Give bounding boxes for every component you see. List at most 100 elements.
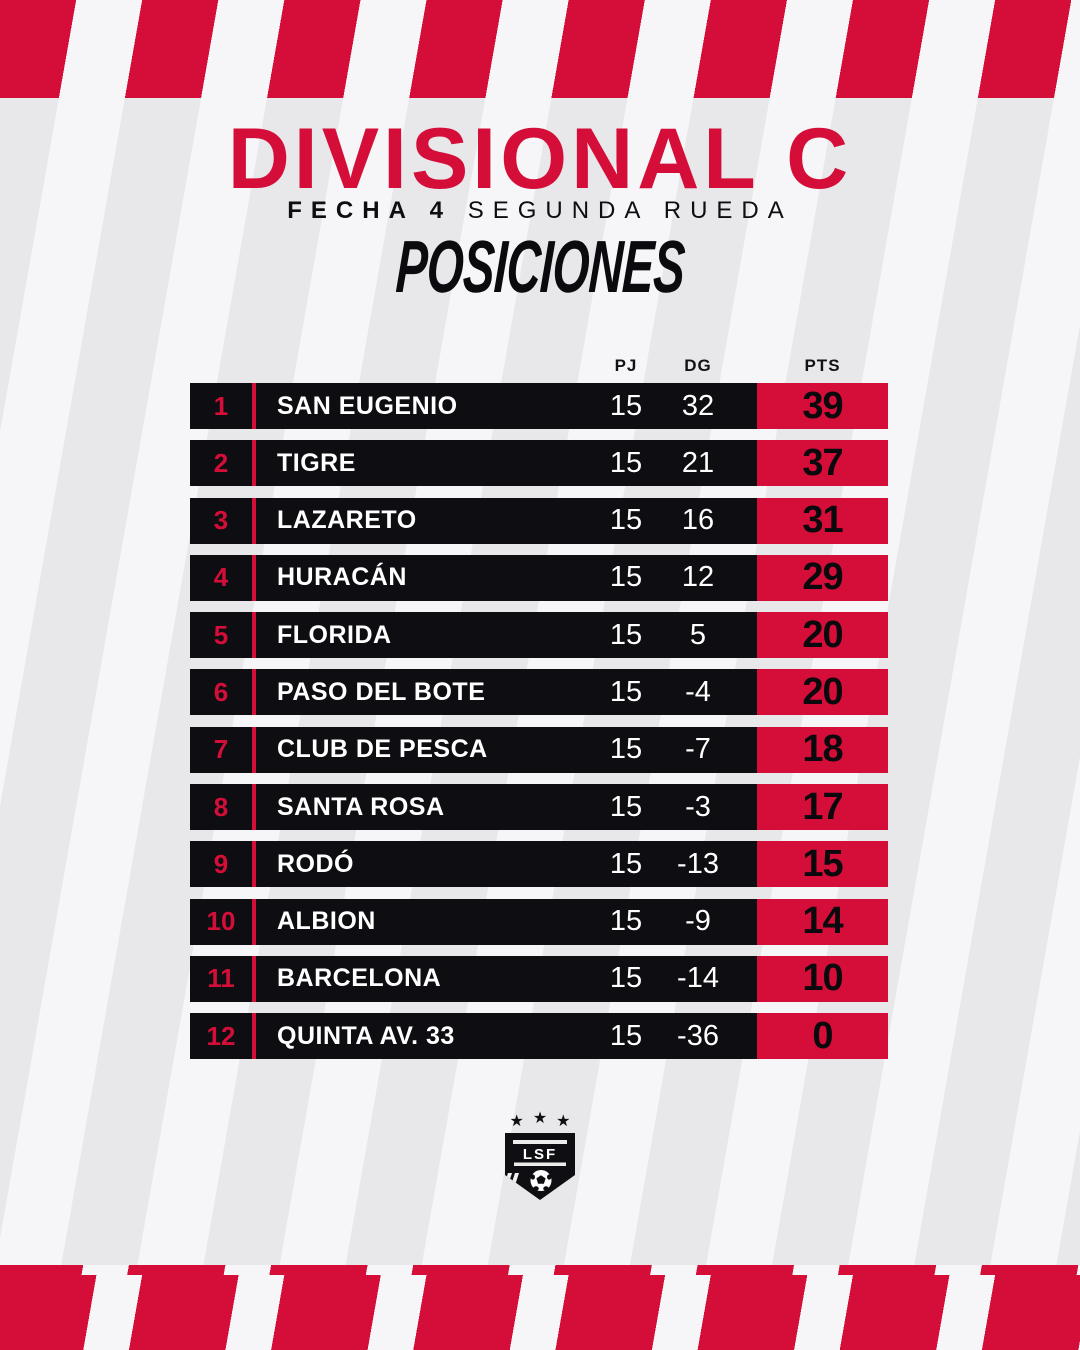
dg-value: -9: [685, 905, 711, 938]
subtitle-rueda: SEGUNDA RUEDA: [452, 197, 793, 224]
rank-value: 9: [213, 848, 229, 879]
pj-value: 15: [609, 1019, 643, 1052]
logo-shield: LSF: [504, 1133, 576, 1206]
pj-value: 15: [609, 733, 643, 766]
team-name: TIGRE: [277, 448, 356, 477]
pts-value: 18: [757, 726, 888, 773]
table-row: 1 SAN EUGENIO 15 32 39: [190, 383, 888, 429]
pj-value: 15: [609, 962, 643, 995]
pts-value: 39: [757, 383, 888, 429]
pts-value: 17: [757, 784, 888, 831]
team-name: BARCELONA: [277, 964, 442, 993]
team-name: FLORIDA: [277, 620, 392, 649]
pts-value: 20: [757, 669, 888, 716]
star-icon: ★: [532, 1110, 548, 1127]
rank-value: 6: [213, 676, 229, 707]
row-gap-spacer: [734, 440, 757, 486]
table-row: 6 PASO DEL BOTE 15 -4 20: [190, 669, 888, 716]
dg-value: -14: [677, 962, 719, 995]
pj-value: 15: [609, 561, 643, 594]
shield-shape: [505, 1133, 575, 1200]
page-title: DIVISIONAL C: [227, 111, 853, 207]
table-row: 12 QUINTA AV. 33 15 -36 0: [190, 1013, 888, 1060]
team-name: SANTA ROSA: [277, 792, 445, 821]
pj-value: 15: [609, 618, 643, 651]
row-gap-spacer: [734, 498, 757, 544]
pts-value: 37: [757, 440, 888, 487]
pts-value: 20: [757, 612, 888, 659]
star-icon: ★: [509, 1113, 524, 1130]
column-header-dg: DG: [684, 356, 712, 375]
rank-divider: [252, 554, 256, 601]
pj-value: 15: [609, 905, 643, 938]
pts-value: 31: [757, 497, 888, 544]
table-row: 11 BARCELONA 15 -14 10: [190, 955, 888, 1002]
table-row: 7 CLUB DE PESCA 15 -7 18: [190, 726, 888, 773]
subtitle-fecha: FECHA 4: [287, 197, 453, 224]
row-gap-spacer: [734, 1013, 757, 1059]
pts-value: 15: [757, 841, 888, 888]
rank-value: 3: [213, 505, 229, 536]
subtitle: FECHA 4 SEGUNDA RUEDA: [0, 199, 1080, 223]
team-name: HURACÁN: [277, 563, 407, 592]
section-title: POSICIONES: [0, 225, 1080, 308]
rank-divider: [252, 669, 256, 716]
rank-divider: [252, 898, 256, 945]
rank-divider: [252, 1013, 256, 1060]
pts-value: 0: [757, 1013, 888, 1060]
row-gap-spacer: [734, 383, 757, 429]
rank-divider: [252, 383, 256, 429]
table-row: 10 ALBION 15 -9 14: [190, 898, 888, 945]
rank-value: 2: [213, 447, 229, 478]
row-gap-spacer: [734, 784, 757, 830]
standings-rows: 1 SAN EUGENIO 15 32 39 2 TIGRE 15 21 37 …: [190, 383, 888, 1060]
dg-value: 12: [681, 561, 715, 594]
row-gap-spacer: [734, 899, 757, 945]
rank-divider: [252, 497, 256, 544]
table-row: 5 FLORIDA 15 5 20: [190, 612, 888, 659]
pj-value: 15: [609, 675, 643, 708]
rank-value: 12: [206, 1020, 236, 1051]
row-gap-spacer: [734, 669, 757, 715]
rank-divider: [252, 440, 256, 487]
column-header-pj: PJ: [614, 356, 638, 375]
dg-value: 16: [681, 504, 715, 537]
rank-divider: [252, 784, 256, 831]
row-gap-spacer: [734, 612, 757, 658]
section-title-text: POSICIONES: [393, 225, 687, 308]
rank-value: 5: [213, 619, 229, 650]
table-row: 4 HURACÁN 15 12 29: [190, 554, 888, 601]
row-gap-spacer: [734, 956, 757, 1002]
rank-value: 1: [213, 390, 229, 421]
team-name: RODÓ: [277, 849, 354, 878]
table-row: 8 SANTA ROSA 15 -3 17: [190, 784, 888, 831]
dg-value: 32: [681, 389, 715, 422]
dg-value: 21: [681, 446, 715, 479]
rank-divider: [252, 612, 256, 659]
team-name: PASO DEL BOTE: [277, 677, 486, 706]
pj-value: 15: [609, 446, 643, 479]
rank-value: 4: [213, 562, 229, 593]
team-name: LAZARETO: [277, 506, 417, 535]
table-row: 9 RODÓ 15 -13 15: [190, 841, 888, 888]
dg-value: 5: [689, 618, 707, 651]
pj-value: 15: [609, 847, 643, 880]
star-icon: ★: [556, 1113, 571, 1130]
row-gap-spacer: [734, 727, 757, 773]
row-gap-spacer: [734, 841, 757, 887]
rank-value: 8: [213, 791, 229, 822]
rank-value: 11: [207, 963, 235, 994]
pj-value: 15: [609, 504, 643, 537]
standings-table: PJ DG PTS 1 SAN EUGENIO 15 32 39 2 TIGRE…: [190, 350, 888, 1071]
table-header-row: PJ DG PTS: [190, 350, 888, 376]
team-name: ALBION: [277, 907, 376, 936]
rank-divider: [252, 726, 256, 773]
rank-value: 7: [213, 734, 229, 765]
pts-value: 10: [757, 955, 888, 1002]
dg-value: -3: [685, 790, 711, 823]
dg-value: -13: [677, 847, 719, 880]
table-row: 3 LAZARETO 15 16 31: [190, 497, 888, 544]
table-row: 2 TIGRE 15 21 37: [190, 440, 888, 487]
team-name: QUINTA AV. 33: [277, 1021, 455, 1050]
pts-value: 29: [757, 554, 888, 601]
